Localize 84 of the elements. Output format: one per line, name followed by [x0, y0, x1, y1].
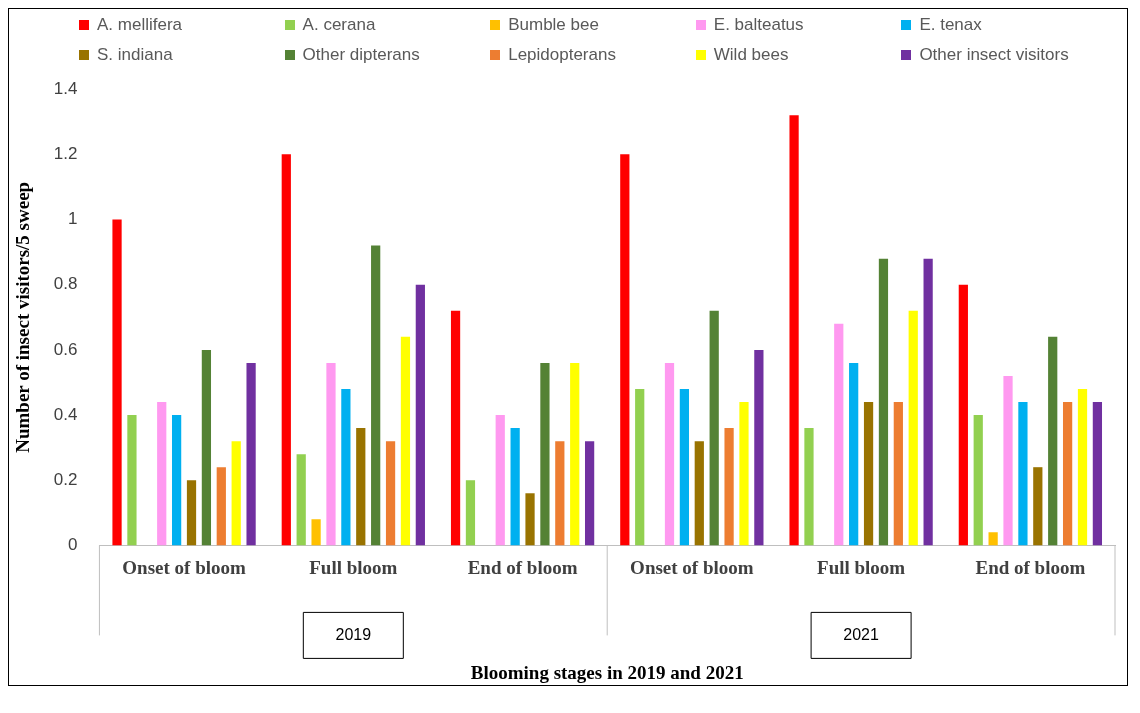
bar	[724, 428, 734, 546]
bar	[1092, 402, 1103, 546]
x-tick-label: Full bloom	[309, 556, 398, 578]
bar	[1003, 375, 1013, 546]
bar	[201, 349, 212, 546]
bar	[281, 154, 291, 546]
bar	[679, 388, 690, 546]
y-tick-label: 0.8	[53, 274, 78, 294]
bar	[893, 402, 903, 546]
bar	[849, 362, 859, 546]
legend-label: Bumble bee	[508, 15, 599, 35]
bar	[923, 258, 933, 546]
bar	[216, 467, 226, 546]
bar	[739, 402, 749, 546]
legend-label: Lepidopterans	[508, 45, 616, 65]
bar	[863, 402, 874, 546]
bar	[620, 154, 630, 546]
y-axis-title: Number of insect visitors/5 sweep	[12, 181, 34, 453]
bar	[1062, 402, 1073, 546]
bar	[341, 388, 351, 546]
bar	[311, 519, 321, 546]
legend-label: A. mellifera	[97, 15, 183, 35]
bar	[495, 415, 505, 546]
bar	[555, 441, 565, 546]
bar	[540, 362, 550, 546]
bar	[694, 441, 704, 546]
bar	[585, 441, 595, 546]
legend-label: Wild bees	[713, 45, 789, 65]
bar	[664, 362, 675, 546]
x-tick-label: Full bloom	[817, 556, 906, 578]
bar	[356, 428, 366, 546]
bar	[510, 428, 520, 546]
bar	[635, 388, 645, 546]
x-tick-label: Onset of bloom	[122, 556, 246, 578]
bar	[525, 493, 535, 546]
y-tick-label: 0.4	[53, 404, 78, 424]
bar	[186, 480, 197, 546]
x-tick-label: Onset of bloom	[630, 556, 754, 578]
bar	[1018, 402, 1028, 546]
bar	[1033, 467, 1043, 546]
legend-label: Other dipterans	[302, 45, 420, 65]
bar	[789, 115, 799, 546]
x-tick-label: End of bloom	[975, 556, 1086, 578]
legend-label: S. indiana	[97, 45, 173, 65]
y-tick-label: 0.2	[53, 469, 78, 489]
bar	[988, 532, 998, 546]
bar	[878, 258, 889, 546]
bar	[804, 428, 814, 546]
y-tick-label: 0	[67, 535, 78, 555]
legend-label: E. balteatus	[713, 15, 804, 35]
y-tick-label: 1.2	[53, 144, 78, 164]
legend-label: A. cerana	[302, 15, 376, 35]
bar	[326, 362, 336, 546]
bar	[400, 336, 411, 546]
bar	[570, 362, 580, 546]
bar	[709, 310, 719, 546]
bar	[1077, 388, 1088, 546]
bar	[157, 402, 167, 546]
bar	[112, 219, 122, 546]
bar	[973, 415, 983, 546]
bar	[465, 480, 476, 546]
bar	[958, 284, 968, 546]
y-tick-label: 0.6	[53, 339, 78, 359]
y-tick-label: 1	[67, 209, 78, 229]
bar	[385, 441, 396, 546]
bar	[371, 245, 381, 546]
bar	[1048, 336, 1058, 546]
bar	[834, 323, 844, 546]
legend-label: E. tenax	[919, 15, 982, 35]
text: 2019	[335, 625, 372, 643]
bar	[415, 284, 425, 546]
bar	[246, 362, 256, 546]
bar	[450, 310, 461, 546]
legend-label: Other insect visitors	[919, 45, 1069, 65]
bar	[127, 415, 137, 546]
bar	[231, 441, 241, 546]
bar	[754, 349, 764, 546]
bar	[172, 415, 182, 546]
x-axis-title: Blooming stages in 2019 and 2021	[470, 661, 744, 683]
bar	[296, 454, 306, 546]
x-tick-label: End of bloom	[467, 556, 578, 578]
y-tick-label: 1.4	[53, 78, 78, 98]
text: 2021	[843, 625, 880, 643]
bar	[908, 310, 918, 546]
